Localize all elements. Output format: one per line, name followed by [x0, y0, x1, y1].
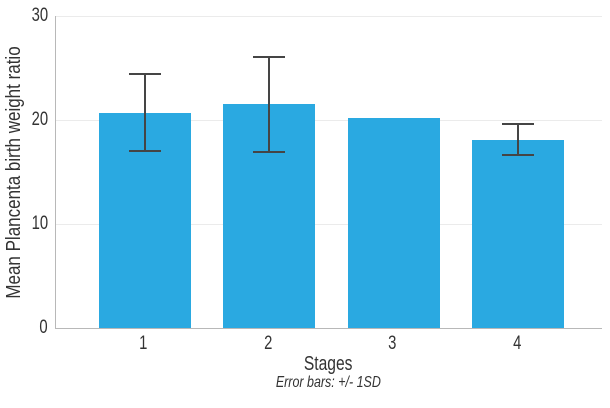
y-axis-title-text: Mean Plancenta birth weight ratio [2, 45, 25, 299]
y-tick-label-10: 10 [4, 213, 48, 235]
bar-stage-3 [347, 117, 440, 328]
error-cap-bottom-stage-1 [128, 150, 161, 153]
x-tick-label-4: 4 [487, 333, 547, 355]
y-tick-label-text: 10 [31, 213, 48, 234]
x-tick-label-text: 2 [263, 333, 273, 354]
error-bar-stage-4 [517, 124, 519, 156]
y-tick-label-30: 30 [4, 5, 48, 27]
x-tick-label-text: 4 [512, 333, 522, 354]
error-bars-note: Error bars: +/- 1SD [178, 374, 478, 392]
error-bar-stage-2 [268, 56, 270, 153]
gridline-30 [56, 15, 602, 17]
error-cap-top-stage-4 [502, 123, 534, 126]
y-tick-label-20: 20 [4, 109, 48, 131]
x-tick-label-text: 1 [139, 333, 148, 354]
y-tick-label-text: 20 [31, 109, 48, 130]
error-bars-note-text: Error bars: +/- 1SD [275, 374, 381, 391]
plot-area [55, 15, 602, 329]
error-cap-bottom-stage-2 [253, 151, 285, 154]
x-tick-label-2: 2 [238, 333, 298, 355]
y-tick-label-text: 0 [39, 317, 48, 338]
x-axis-title-text: Stages [303, 353, 353, 375]
error-bar-stage-1 [143, 74, 146, 152]
gridline-10 [56, 223, 602, 225]
gridline-20 [56, 119, 602, 121]
x-tick-label-text: 3 [388, 333, 397, 354]
x-tick-label-1: 1 [114, 333, 174, 355]
error-cap-bottom-stage-4 [502, 154, 534, 157]
error-cap-top-stage-1 [128, 73, 161, 76]
y-axis-title: Mean Plancenta birth weight ratio [0, 16, 28, 328]
error-cap-top-stage-2 [253, 55, 285, 58]
x-tick-label-3: 3 [363, 333, 423, 355]
bar-stage-4 [472, 139, 564, 328]
y-tick-label-0: 0 [4, 317, 48, 339]
y-tick-label-text: 30 [31, 5, 48, 26]
x-axis-title: Stages [178, 353, 478, 376]
